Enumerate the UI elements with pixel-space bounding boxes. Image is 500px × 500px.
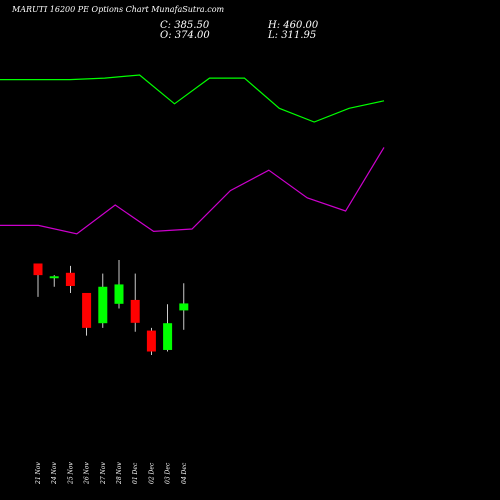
x-tick-label: 25 Nov xyxy=(67,462,74,485)
x-tick-label: 24 Nov xyxy=(51,462,58,485)
candle-body xyxy=(130,299,140,323)
candle-body xyxy=(98,286,108,324)
x-tick-label: 26 Nov xyxy=(84,462,91,485)
candle-body xyxy=(82,292,92,328)
x-tick-label: 04 Dec xyxy=(181,462,188,484)
candle-body xyxy=(49,276,59,279)
low-value: L: 311.95 xyxy=(268,30,317,41)
x-tick-label: 02 Dec xyxy=(148,462,155,484)
x-tick-label: 01 Dec xyxy=(132,462,139,484)
x-tick-label: 27 Nov xyxy=(100,462,107,485)
candle-body xyxy=(114,284,124,304)
candle-body xyxy=(65,272,75,286)
candle-body xyxy=(146,330,156,352)
series-line-bottom xyxy=(0,147,385,235)
close-value: C: 385.50 xyxy=(160,20,210,31)
x-tick-label: 21 Nov xyxy=(35,462,42,485)
chart-title: MARUTI 16200 PE Options Chart MunafaSutr… xyxy=(12,5,225,14)
high-value: H: 460.00 xyxy=(268,20,319,31)
x-tick-label: 03 Dec xyxy=(165,462,172,484)
series-line-top xyxy=(0,74,385,123)
x-tick-label: 28 Nov xyxy=(116,462,123,485)
candle-body xyxy=(33,263,43,276)
candle-body xyxy=(179,303,189,311)
open-value: O: 374.00 xyxy=(160,30,210,41)
candle-body xyxy=(163,323,173,350)
